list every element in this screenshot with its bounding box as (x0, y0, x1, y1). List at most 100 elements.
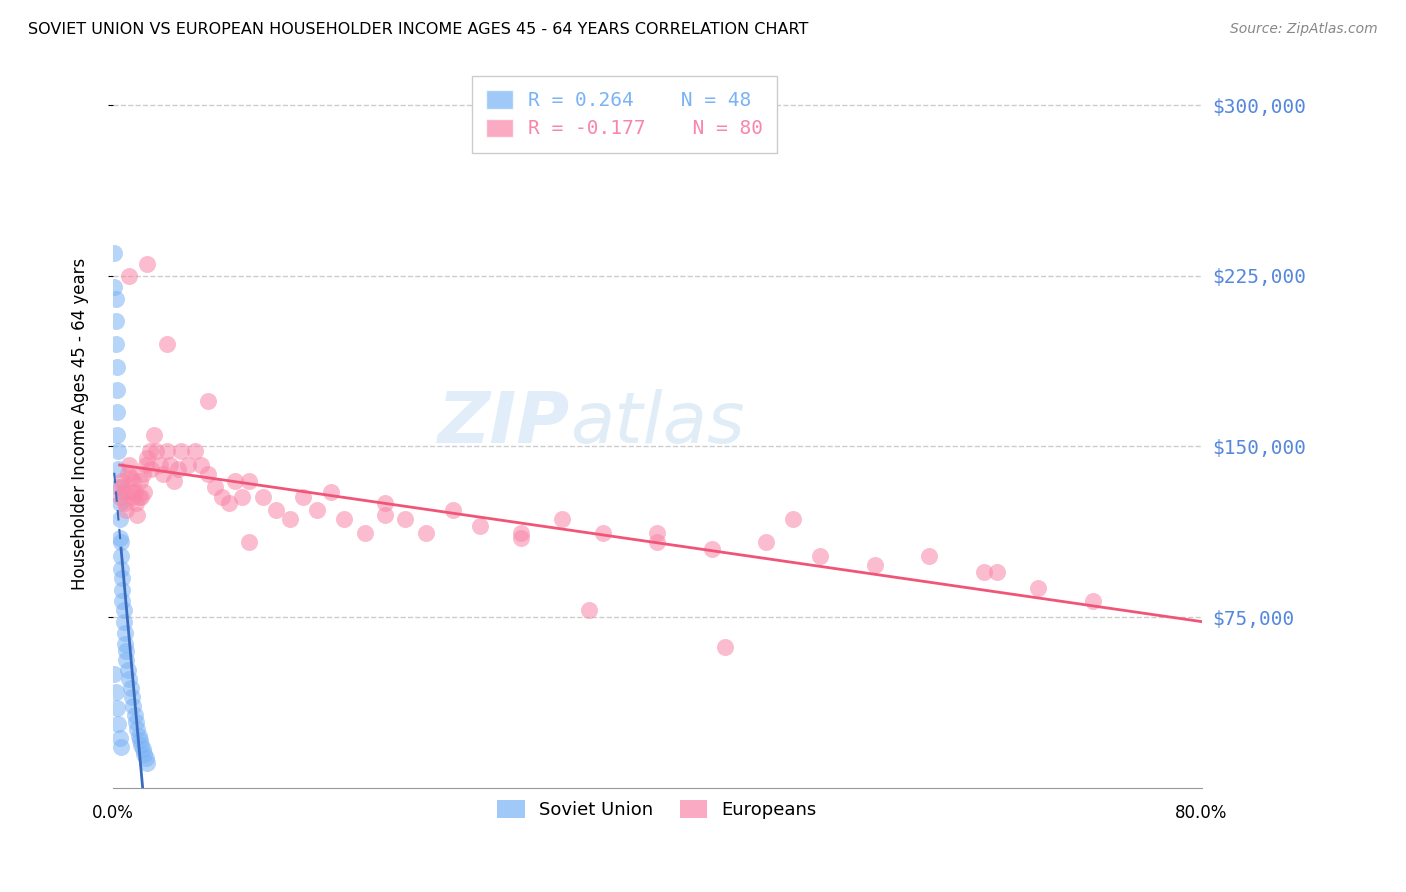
Point (112, 485, 135, 500)
Point (121, 485, 143, 500)
Point (156, 444, 179, 458)
Point (131, 738, 153, 752)
Point (1026, 581, 1049, 595)
Point (986, 565, 1008, 579)
Point (551, 512, 574, 526)
Point (218, 496, 240, 510)
Point (129, 474, 152, 488)
Point (121, 690, 143, 704)
Point (149, 458, 172, 472)
Point (115, 503, 138, 517)
Point (118, 672, 141, 686)
Point (231, 490, 253, 504)
Point (197, 394, 219, 409)
Point (105, 359, 128, 374)
Point (167, 462, 190, 476)
Point (145, 444, 167, 458)
Point (118, 268, 141, 283)
Point (159, 458, 181, 472)
Point (104, 292, 127, 306)
Text: SOVIET UNION VS EUROPEAN HOUSEHOLDER INCOME AGES 45 - 64 YEARS CORRELATION CHART: SOVIET UNION VS EUROPEAN HOUSEHOLDER INC… (28, 22, 808, 37)
Point (103, 667, 125, 681)
Point (132, 742, 155, 756)
Point (292, 490, 315, 504)
Point (115, 644, 138, 658)
Point (645, 526, 668, 541)
Point (238, 474, 260, 488)
Point (973, 565, 995, 579)
Point (415, 526, 437, 541)
Point (125, 714, 148, 729)
Point (104, 314, 127, 328)
Point (135, 257, 157, 271)
Point (104, 337, 127, 351)
Point (117, 467, 139, 481)
Point (319, 485, 342, 500)
Point (105, 405, 128, 419)
Text: atlas: atlas (569, 389, 745, 458)
Text: Source: ZipAtlas.com: Source: ZipAtlas.com (1230, 22, 1378, 37)
Point (112, 603, 135, 617)
Point (252, 490, 274, 504)
Point (110, 739, 132, 754)
Point (138, 444, 160, 458)
Point (156, 337, 179, 351)
Point (128, 729, 150, 743)
Point (135, 756, 157, 770)
Point (441, 503, 464, 517)
Point (117, 663, 139, 677)
Point (578, 603, 600, 617)
Point (131, 490, 153, 504)
Point (204, 480, 226, 494)
Point (510, 526, 533, 541)
Point (110, 562, 132, 576)
Point (114, 626, 136, 640)
Point (105, 428, 128, 442)
Point (183, 444, 205, 458)
Point (394, 512, 416, 526)
Point (152, 467, 174, 481)
Point (134, 458, 156, 472)
Point (135, 450, 157, 465)
Point (108, 731, 131, 745)
Point (108, 490, 131, 504)
Y-axis label: Householder Income Ages 45 - 64 years: Householder Income Ages 45 - 64 years (72, 258, 89, 590)
Point (278, 512, 301, 526)
Point (114, 638, 136, 652)
Point (755, 535, 778, 549)
Point (470, 519, 492, 533)
Point (127, 508, 149, 522)
Point (139, 462, 162, 476)
Point (127, 722, 149, 736)
Point (108, 512, 131, 526)
Point (134, 751, 156, 765)
Point (111, 572, 134, 586)
Point (120, 471, 142, 485)
Legend: Soviet Union, Europeans: Soviet Union, Europeans (491, 792, 824, 826)
Point (110, 480, 132, 494)
Point (129, 733, 152, 747)
Point (782, 512, 804, 526)
Point (170, 444, 193, 458)
Point (108, 496, 131, 510)
Point (124, 485, 146, 500)
Point (374, 496, 396, 510)
Point (1081, 594, 1104, 608)
Point (107, 444, 129, 458)
Point (110, 535, 132, 549)
Point (107, 480, 129, 494)
Point (111, 594, 134, 608)
Point (122, 474, 145, 488)
Point (105, 701, 128, 715)
Point (105, 383, 128, 397)
Point (238, 535, 260, 549)
Point (645, 535, 668, 549)
Point (863, 558, 886, 572)
Point (107, 717, 129, 731)
Point (918, 549, 941, 563)
Point (122, 490, 145, 504)
Point (103, 246, 125, 260)
Point (592, 526, 614, 541)
Point (134, 485, 156, 500)
Text: ZIP: ZIP (437, 389, 569, 458)
